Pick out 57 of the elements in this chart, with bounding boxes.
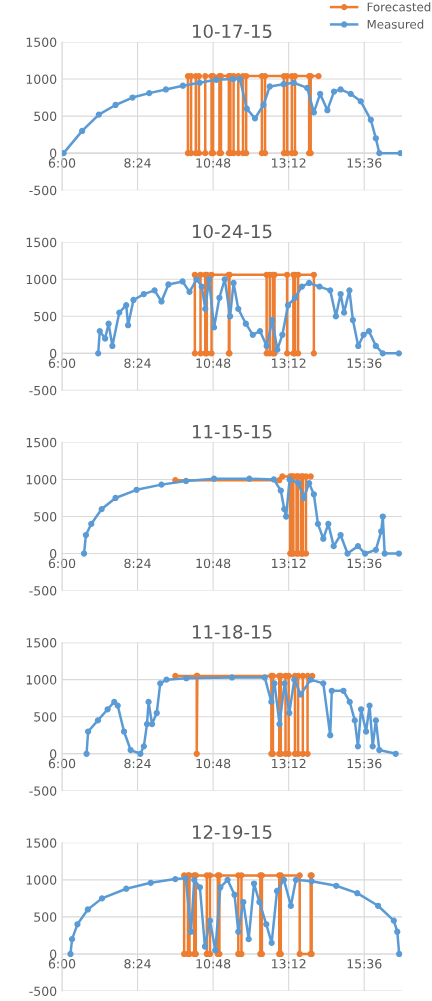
y-tick-label: 1000 <box>26 474 57 485</box>
y-tick-label: 0 <box>50 949 57 959</box>
x-tick-label: 13:12 <box>272 158 306 168</box>
y-tick-label: 500 <box>34 912 57 922</box>
x-tick-label: 10:48 <box>196 358 231 368</box>
y-tick-label: 1500 <box>26 838 57 848</box>
y-tick-label: 1000 <box>26 675 57 685</box>
y-tick-label: 500 <box>34 111 57 122</box>
chart-title: 11-18-15 <box>193 625 272 639</box>
chart-title: 11-15-15 <box>193 425 272 439</box>
x-tick-label: 13:12 <box>272 758 306 769</box>
x-tick-label: 10:48 <box>196 758 231 769</box>
x-tick-label: 8:24 <box>124 558 151 569</box>
y-tick-label: 0 <box>50 348 57 359</box>
y-tick-label: 1500 <box>26 638 57 648</box>
chart-title: 10-17-15 <box>193 24 272 39</box>
x-tick-label: 8:24 <box>124 358 151 368</box>
y-tick-label: -500 <box>29 185 57 196</box>
y-tick-label: 1000 <box>26 875 57 885</box>
x-tick-label: 15:36 <box>347 959 382 969</box>
x-tick-label: 15:36 <box>347 558 382 569</box>
x-tick-label: 6:00 <box>48 959 76 969</box>
x-tick-label: 6:00 <box>48 358 76 368</box>
x-tick-label: 8:24 <box>124 758 151 769</box>
x-tick-label: 13:12 <box>272 558 306 569</box>
x-tick-label: 15:36 <box>347 758 382 769</box>
y-tick-label: -500 <box>29 586 57 596</box>
legend-label: Forecasted <box>367 2 431 12</box>
y-tick-label: 0 <box>50 749 57 759</box>
y-tick-label: -500 <box>29 986 57 996</box>
y-tick-label: 500 <box>34 511 57 522</box>
chart-title: 12-19-15 <box>193 825 272 839</box>
x-tick-label: 10:48 <box>196 558 231 569</box>
y-tick-label: 1000 <box>26 274 57 285</box>
x-tick-label: 15:36 <box>347 158 382 168</box>
x-tick-label: 10:48 <box>196 158 231 168</box>
y-tick-label: 1500 <box>26 37 57 47</box>
x-tick-label: 6:00 <box>48 558 76 569</box>
x-tick-label: 15:36 <box>347 358 382 368</box>
y-tick-label: -500 <box>29 385 57 396</box>
y-tick-label: 0 <box>50 148 57 159</box>
x-tick-label: 13:12 <box>272 959 306 969</box>
x-tick-label: 6:00 <box>48 158 76 168</box>
y-tick-label: -500 <box>29 786 57 796</box>
x-tick-label: 8:24 <box>124 959 151 969</box>
x-tick-label: 6:00 <box>48 758 76 769</box>
chart-title: 10-24-15 <box>193 224 272 239</box>
legend-label: Measured <box>367 19 424 29</box>
y-tick-label: 1000 <box>26 74 57 84</box>
x-tick-label: 13:12 <box>272 358 306 368</box>
x-tick-label: 10:48 <box>196 959 231 969</box>
x-tick-label: 8:24 <box>124 158 151 168</box>
y-tick-label: 500 <box>34 311 57 322</box>
y-tick-label: 500 <box>34 712 57 722</box>
y-tick-label: 0 <box>50 549 57 559</box>
y-tick-label: 1500 <box>26 237 57 248</box>
y-tick-label: 1500 <box>26 437 57 448</box>
